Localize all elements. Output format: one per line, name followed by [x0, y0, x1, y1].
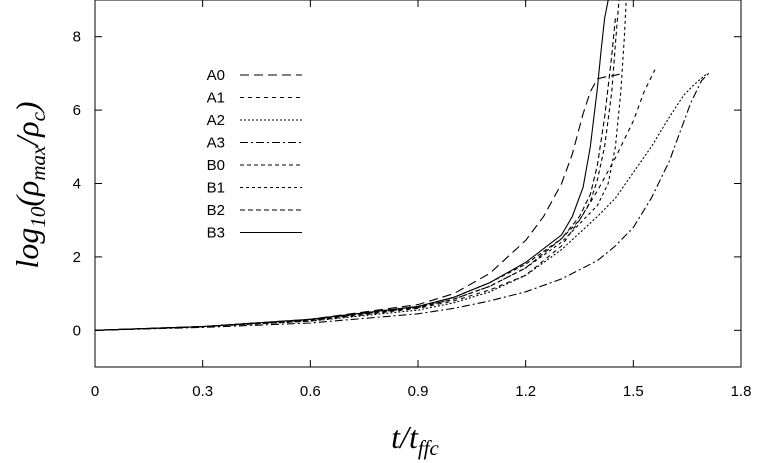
y-tick-label: 6 — [73, 102, 81, 119]
legend-label-b3: B3 — [207, 225, 225, 242]
y-tick-label: 4 — [73, 176, 81, 193]
legend: A0 A1 A2 A3 B0 B1 B2 B3 — [207, 67, 302, 242]
y-tick-label: 8 — [73, 29, 81, 46]
x-tick-label: 0.3 — [192, 383, 213, 400]
legend-label-a0: A0 — [207, 67, 225, 84]
series-line-b3 — [95, 0, 609, 331]
y-axis-title-mid: (ρ — [9, 181, 45, 207]
x-axis-title-main: t/t — [391, 419, 419, 455]
series-lines — [95, 0, 710, 331]
series-line-a1 — [95, 69, 656, 331]
series-line-a2 — [95, 72, 709, 331]
x-tick-label: 0 — [91, 383, 99, 400]
x-axis-title: t/tffc — [391, 419, 439, 460]
x-tick-label: 1.5 — [623, 383, 644, 400]
series-line-b1 — [95, 0, 627, 331]
x-tick-label: 0.6 — [300, 383, 321, 400]
y-axis-title-sub3: c — [26, 111, 50, 121]
legend-label-a1: A1 — [207, 90, 225, 107]
y-tick-label: 0 — [73, 322, 81, 339]
y-axis-title-post: ) — [9, 101, 45, 114]
y-axis-title-sub1: 10 — [26, 206, 50, 228]
y-tick-label: 2 — [73, 249, 81, 266]
legend-label-b2: B2 — [207, 202, 225, 219]
series-line-b0 — [95, 0, 620, 331]
plot-frame — [94, 0, 742, 368]
series-line-b2 — [95, 18, 616, 331]
x-axis-title-sub: ffc — [418, 436, 440, 460]
x-tick-label: 0.9 — [408, 383, 429, 400]
x-tick-label: 1.8 — [731, 383, 752, 400]
legend-label-b1: B1 — [207, 180, 225, 197]
series-line-a3 — [95, 73, 710, 331]
legend-label-a3: A3 — [207, 135, 225, 152]
legend-label-b0: B0 — [207, 157, 225, 174]
x-tick-label: 1.2 — [515, 383, 536, 400]
axes — [94, 0, 742, 368]
ticks: 0 0.3 0.6 0.9 1.2 1.5 1.8 0 2 4 6 8 — [73, 0, 752, 400]
y-axis-title-pre: log — [9, 228, 45, 269]
y-axis-title-slash: /ρ — [9, 121, 45, 147]
series-line-a0 — [95, 72, 623, 331]
y-axis-title: log10(ρmax/ρc) — [9, 101, 50, 268]
legend-label-a2: A2 — [207, 112, 225, 129]
y-axis-title-sub2: max — [26, 145, 50, 181]
